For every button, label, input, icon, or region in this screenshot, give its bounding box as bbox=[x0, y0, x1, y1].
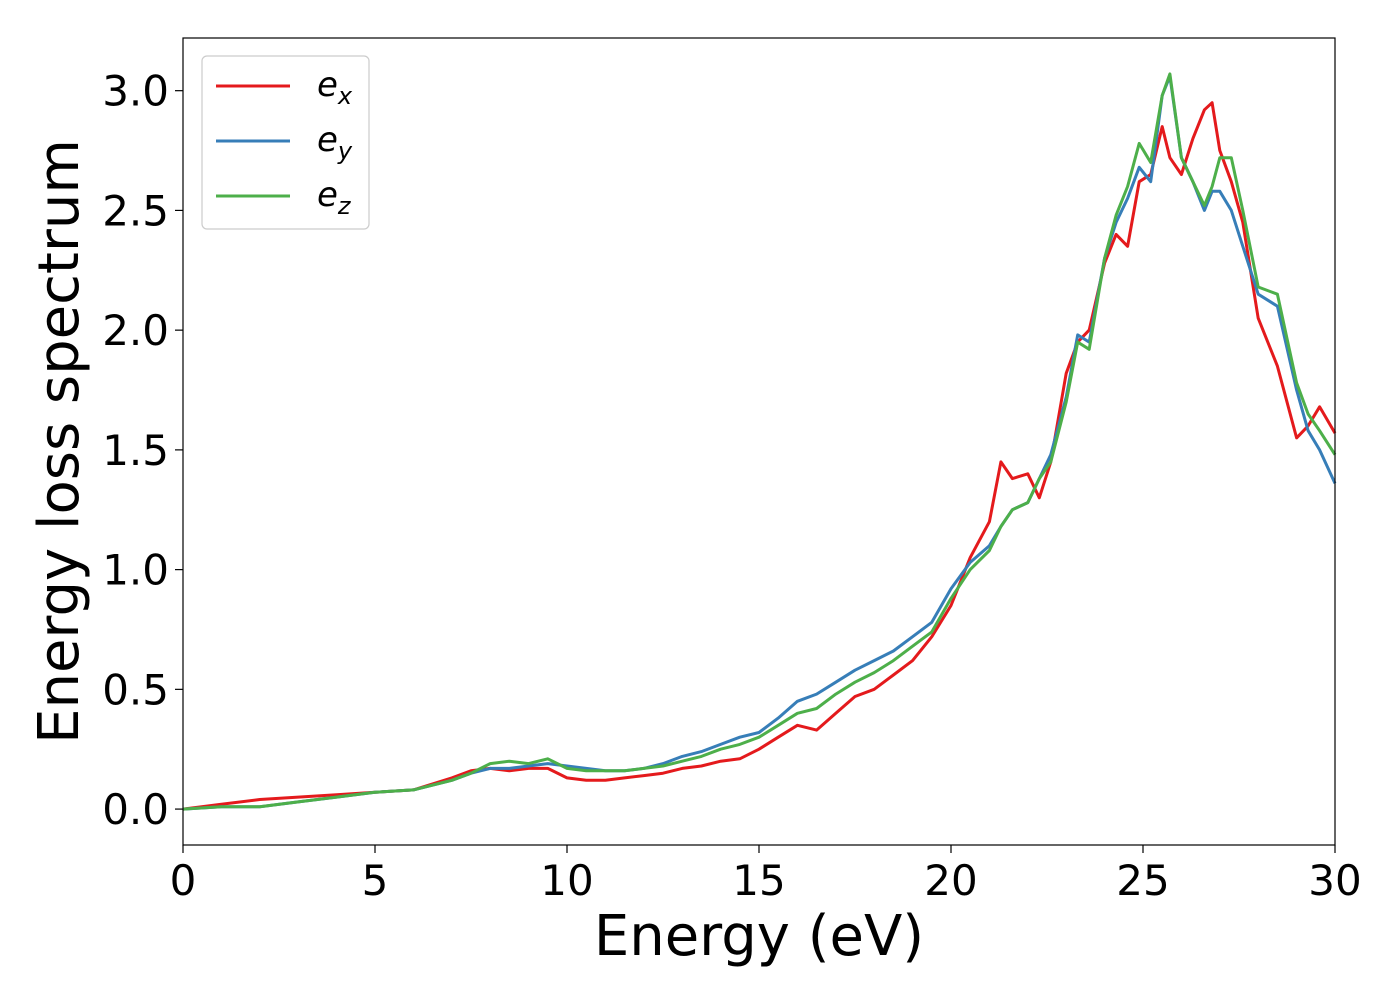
legend-label-z: ez bbox=[317, 175, 352, 220]
tick-layer: 0 5 10 15 20 25 30 0.0 0.5 1.0 1.5 2.0 2.5 3.0 bbox=[102, 67, 1362, 905]
x-tick-label: 20 bbox=[924, 856, 977, 905]
legend-label-y: ey bbox=[317, 120, 353, 165]
y-tick-label: 0.0 bbox=[102, 785, 169, 834]
x-tick-label: 0 bbox=[170, 856, 197, 905]
x-tick-label: 25 bbox=[1116, 856, 1169, 905]
y-tick-label: 3.0 bbox=[102, 67, 169, 116]
y-tick-label: 1.0 bbox=[102, 546, 169, 595]
legend: ex ey ez bbox=[201, 55, 370, 230]
y-tick-label: 2.5 bbox=[102, 186, 169, 235]
series-line-z bbox=[182, 72, 1337, 811]
x-axis-title: Energy (eV) bbox=[594, 904, 924, 969]
y-tick-label: 0.5 bbox=[102, 665, 169, 714]
legend-label-x: ex bbox=[317, 65, 353, 110]
y-axis-title: Energy loss spectrum bbox=[27, 139, 92, 744]
x-tick-label: 30 bbox=[1308, 856, 1361, 905]
x-tick-label: 15 bbox=[732, 856, 785, 905]
x-tick-label: 5 bbox=[362, 856, 389, 905]
series-line-x bbox=[182, 101, 1337, 811]
y-tick-label: 2.0 bbox=[102, 306, 169, 355]
y-tick-label: 1.5 bbox=[102, 426, 169, 475]
series-layer bbox=[182, 72, 1337, 811]
x-tick-label: 10 bbox=[540, 856, 593, 905]
